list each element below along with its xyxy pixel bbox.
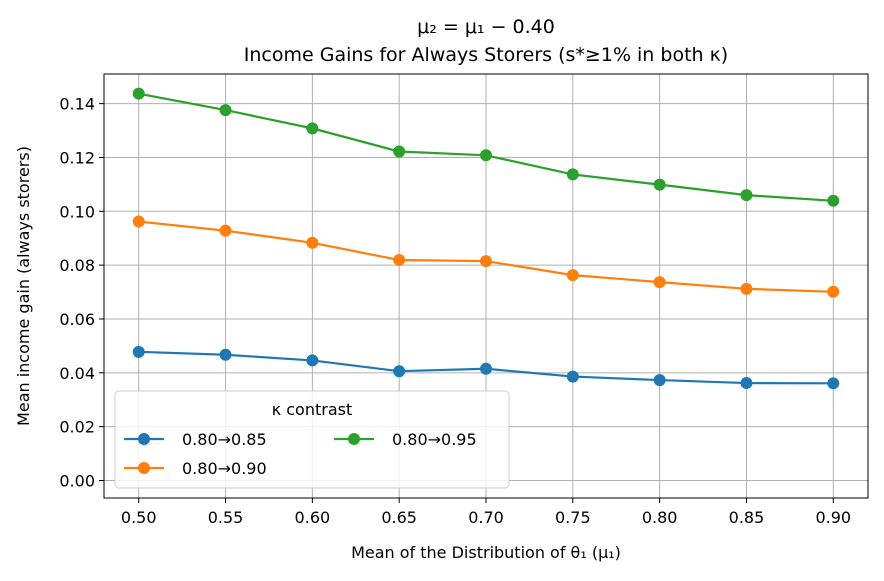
y-tick-label: 0.06 <box>59 310 95 329</box>
chart-title-line2: Income Gains for Always Storers (s*≥1% i… <box>244 44 728 66</box>
series-group <box>132 87 840 390</box>
axis-ticks: 0.50 0.55 0.60 0.65 0.70 0.75 0.80 0.85 0.90 0.00… <box>59 95 851 527</box>
y-tick-label: 0.04 <box>59 364 95 383</box>
data-point <box>827 377 840 390</box>
series-2 <box>132 215 840 298</box>
data-point <box>827 194 840 207</box>
legend-label: 0.80→0.90 <box>182 459 267 478</box>
legend-title: κ contrast <box>272 400 353 419</box>
data-point <box>653 374 666 387</box>
series-1 <box>132 345 840 390</box>
y-tick-label: 0.14 <box>59 95 95 114</box>
legend: κ contrast 0.80→0.85 0.80→0.90 0.80→0.95 <box>114 390 510 489</box>
data-point <box>306 236 319 249</box>
data-point <box>740 189 753 202</box>
data-point <box>827 285 840 298</box>
x-tick-label: 0.60 <box>295 508 331 527</box>
data-point <box>306 354 319 367</box>
y-tick-label: 0.10 <box>59 202 95 221</box>
x-axis-label: Mean of the Distribution of θ₁ (μ₁) <box>351 543 621 562</box>
chart-title-line1: μ₂ = μ₁ − 0.40 <box>417 16 555 38</box>
legend-label: 0.80→0.95 <box>392 430 477 449</box>
data-point <box>306 122 319 135</box>
data-point <box>653 178 666 191</box>
legend-item: 0.80→0.85 <box>124 430 267 449</box>
legend-swatch-marker <box>348 433 360 445</box>
data-point <box>566 269 579 282</box>
data-point <box>653 276 666 289</box>
legend-swatch-marker <box>138 462 150 474</box>
y-tick-label: 0.12 <box>59 148 95 167</box>
y-tick-label: 0.02 <box>59 418 95 437</box>
y-tick-label: 0.00 <box>59 472 95 491</box>
series-3 <box>132 87 840 207</box>
data-point <box>480 149 492 162</box>
data-point <box>219 348 232 361</box>
legend-item: 0.80→0.95 <box>334 430 477 449</box>
x-tick-label: 0.70 <box>468 508 504 527</box>
data-point <box>219 224 232 237</box>
x-tick-label: 0.65 <box>381 508 417 527</box>
data-point <box>393 254 406 267</box>
data-point <box>132 215 145 228</box>
data-point <box>132 345 145 358</box>
data-point <box>566 370 579 383</box>
data-point <box>393 365 406 378</box>
x-tick-label: 0.75 <box>555 508 591 527</box>
data-point <box>740 282 753 295</box>
legend-swatch-marker <box>138 433 150 445</box>
y-axis-label: Mean income gain (always storers) <box>14 146 33 426</box>
data-point <box>219 104 232 117</box>
data-point <box>132 87 145 100</box>
legend-label: 0.80→0.85 <box>182 430 267 449</box>
legend-item: 0.80→0.90 <box>124 459 267 478</box>
x-tick-label: 0.50 <box>121 508 157 527</box>
x-tick-label: 0.80 <box>642 508 678 527</box>
data-point <box>480 255 492 268</box>
data-point <box>480 362 492 375</box>
legend-frame <box>114 390 510 489</box>
data-point <box>566 168 579 181</box>
data-point <box>740 377 753 390</box>
y-tick-label: 0.08 <box>59 256 95 275</box>
x-tick-label: 0.90 <box>815 508 851 527</box>
x-tick-label: 0.85 <box>729 508 765 527</box>
x-tick-label: 0.55 <box>208 508 244 527</box>
data-point <box>393 145 406 158</box>
